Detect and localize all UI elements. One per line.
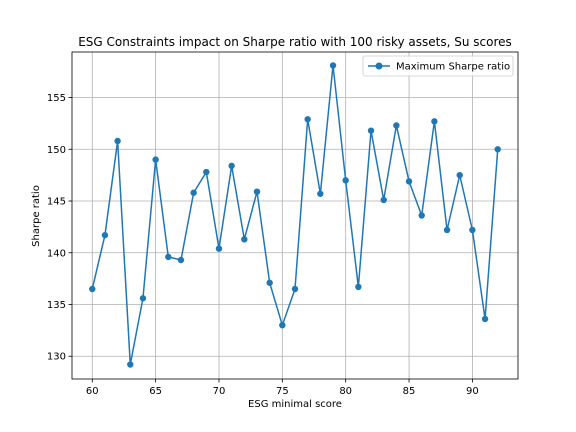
y-tick-label: 150 [47,145,66,156]
data-point [456,171,463,179]
x-tick-label: 85 [403,386,416,397]
data-point [304,116,311,123]
x-tick-label: 75 [276,386,289,397]
data-point [279,321,286,329]
plot-frame [71,51,519,380]
data-point [253,188,261,195]
legend-box [362,55,514,77]
x-tick-label: 65 [149,386,162,397]
x-tick-label: 90 [466,386,479,397]
legend: Maximum Sharpe ratio [362,55,514,77]
legend-entry-maximum-sharpe-ratio: Maximum Sharpe ratio [396,62,510,73]
data-point [380,196,387,204]
data-point [177,256,185,264]
data-point [481,315,489,323]
data-point [101,231,109,239]
y-axis-label: Sharpe ratio [31,185,42,247]
legend-marker-swatch [375,62,383,70]
data-point [203,168,210,176]
data-point [291,285,299,293]
data-point [266,279,273,286]
x-axis-ticks: 60 65 70 75 80 85 90 [86,379,479,397]
series-group [89,62,501,368]
data-point [494,146,501,153]
data-point [215,245,223,252]
data-point [241,236,248,243]
data-point [405,178,413,185]
data-point [89,285,96,293]
data-point [127,361,134,368]
x-axis-label: ESG minimal score [248,399,342,410]
x-tick-label: 80 [339,386,352,397]
data-point [152,156,159,163]
data-point [355,283,362,291]
x-tick-label: 60 [86,386,99,397]
y-tick-label: 145 [47,197,66,208]
data-point [228,162,235,170]
data-point [165,253,172,261]
y-tick-label: 135 [47,300,66,311]
data-point [443,226,451,234]
data-point [393,122,400,129]
data-point [114,137,121,145]
data-point [342,177,349,184]
y-tick-label: 155 [47,93,66,104]
data-point [367,127,375,134]
data-point [190,189,197,196]
x-tick-label: 70 [213,386,226,397]
y-tick-label: 140 [47,248,66,259]
y-tick-label: 130 [47,352,66,363]
chart-title: ESG Constraints impact on Sharpe ratio w… [78,35,512,49]
data-point [469,226,476,234]
data-point [139,295,147,302]
data-point [431,118,438,125]
data-point [418,212,425,219]
data-point [317,190,324,197]
data-point [329,62,337,69]
y-axis-ticks: 130 135 140 145 150 155 [47,93,72,363]
